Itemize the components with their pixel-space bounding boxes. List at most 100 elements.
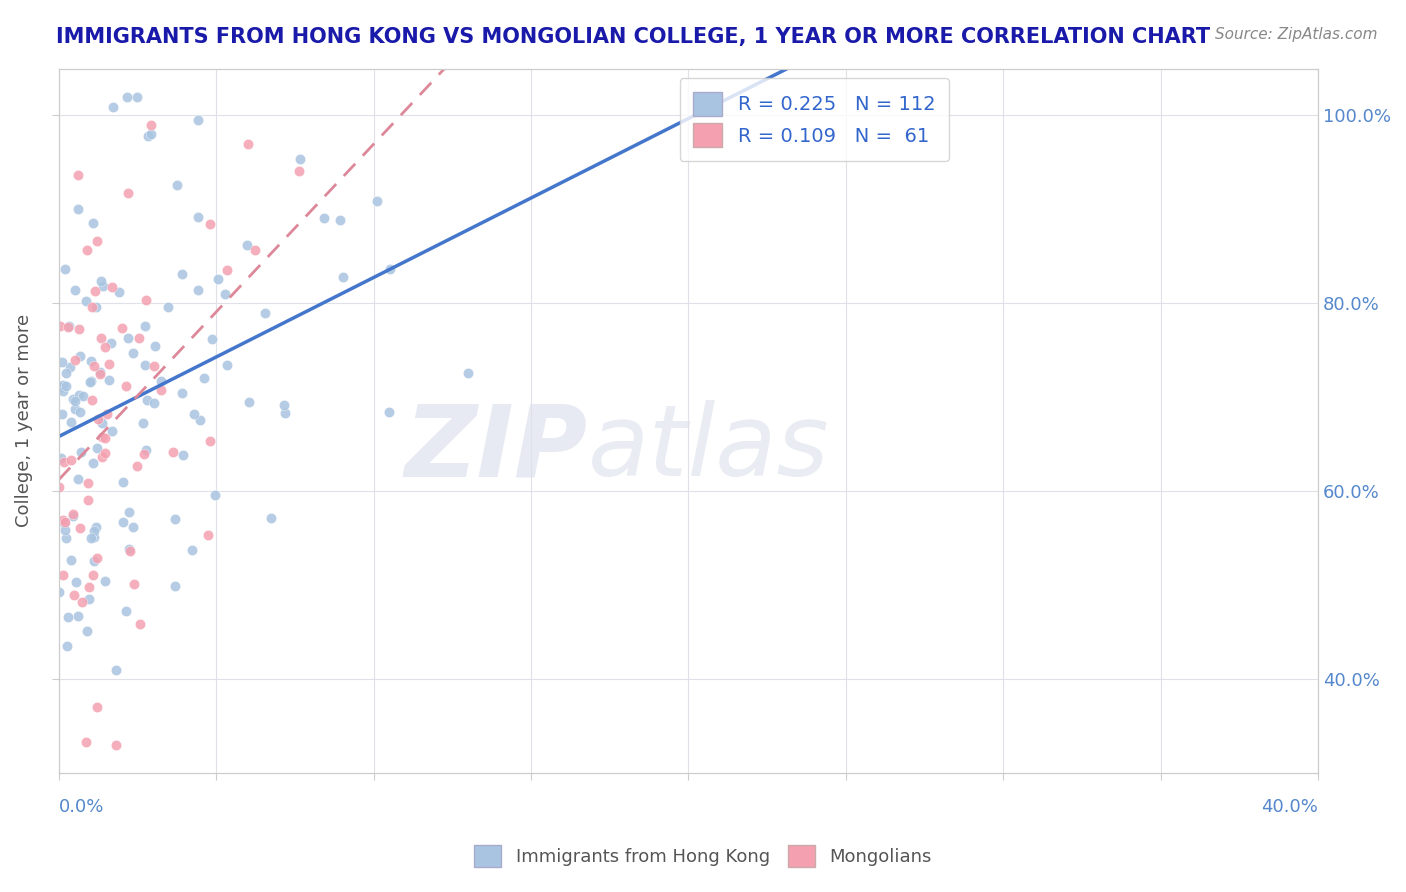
Point [260,510,283,524]
Point [114,604,136,618]
Point [150,374,173,388]
Point [69,521,91,535]
Point [80,531,103,545]
Point [125,458,148,473]
Point [75,734,97,748]
Point [139,118,162,132]
Point [236,136,259,151]
Point [193,370,215,384]
Point [67,168,90,182]
Point [111,321,134,335]
Point [166,178,188,192]
Point [60,452,83,467]
Point [163,579,186,593]
Point [150,384,173,398]
Point [378,261,401,276]
Point [122,576,145,591]
Point [312,211,335,225]
Point [72,388,94,402]
Point [82,300,104,314]
Point [201,332,224,346]
Point [143,395,166,409]
Point [59,415,82,429]
Point [90,331,112,345]
Point [55,366,77,380]
Point [105,663,128,677]
Point [62,509,84,524]
Point [183,407,205,421]
Point [62,507,84,521]
Point [77,591,100,606]
Point [288,152,311,166]
Point [156,300,179,314]
Point [198,434,221,449]
Point [187,113,209,128]
Point [90,416,112,430]
Point [66,608,89,623]
Point [170,267,193,281]
Point [91,430,114,444]
Point [49,451,72,466]
Point [217,358,239,372]
Point [77,475,100,490]
Point [63,283,86,297]
Point [117,542,139,557]
Point [162,444,184,458]
Point [56,639,79,653]
Point [172,448,194,462]
Point [136,393,159,408]
Point [48,584,70,599]
Point [90,274,112,288]
Point [122,519,145,533]
Point [79,376,101,390]
Point [86,441,108,455]
Point [55,378,77,392]
Point [76,244,98,258]
Point [51,407,73,421]
Text: atlas: atlas [588,401,830,498]
Text: 0.0%: 0.0% [59,797,104,815]
Point [134,442,156,457]
Point [62,392,84,407]
Point [128,616,150,631]
Point [120,544,142,558]
Point [111,515,134,529]
Point [97,373,120,387]
Point [136,129,159,144]
Point [188,413,211,427]
Point [49,380,72,394]
Text: Source: ZipAtlas.com: Source: ZipAtlas.com [1215,27,1378,42]
Point [63,353,86,368]
Point [53,523,76,537]
Point [187,284,209,298]
Point [87,412,110,426]
Point [86,551,108,566]
Point [66,202,89,216]
Point [121,346,143,360]
Point [91,450,114,464]
Point [58,610,80,624]
Point [84,284,107,298]
Legend: R = 0.225   N = 112, R = 0.109   N =  61: R = 0.225 N = 112, R = 0.109 N = 61 [679,78,949,161]
Point [89,367,111,381]
Point [101,280,124,294]
Point [253,306,276,320]
Point [82,392,104,407]
Point [243,244,266,258]
Point [207,271,229,285]
Point [115,89,138,103]
Text: 40.0%: 40.0% [1261,797,1319,815]
Point [62,588,84,602]
Point [82,567,104,582]
Point [67,388,90,402]
Point [134,318,156,333]
Point [94,574,117,588]
Point [52,568,75,582]
Point [97,357,120,371]
Point [89,365,111,379]
Point [83,530,105,544]
Point [65,575,87,590]
Point [52,384,75,399]
Point [329,213,352,227]
Point [82,456,104,470]
